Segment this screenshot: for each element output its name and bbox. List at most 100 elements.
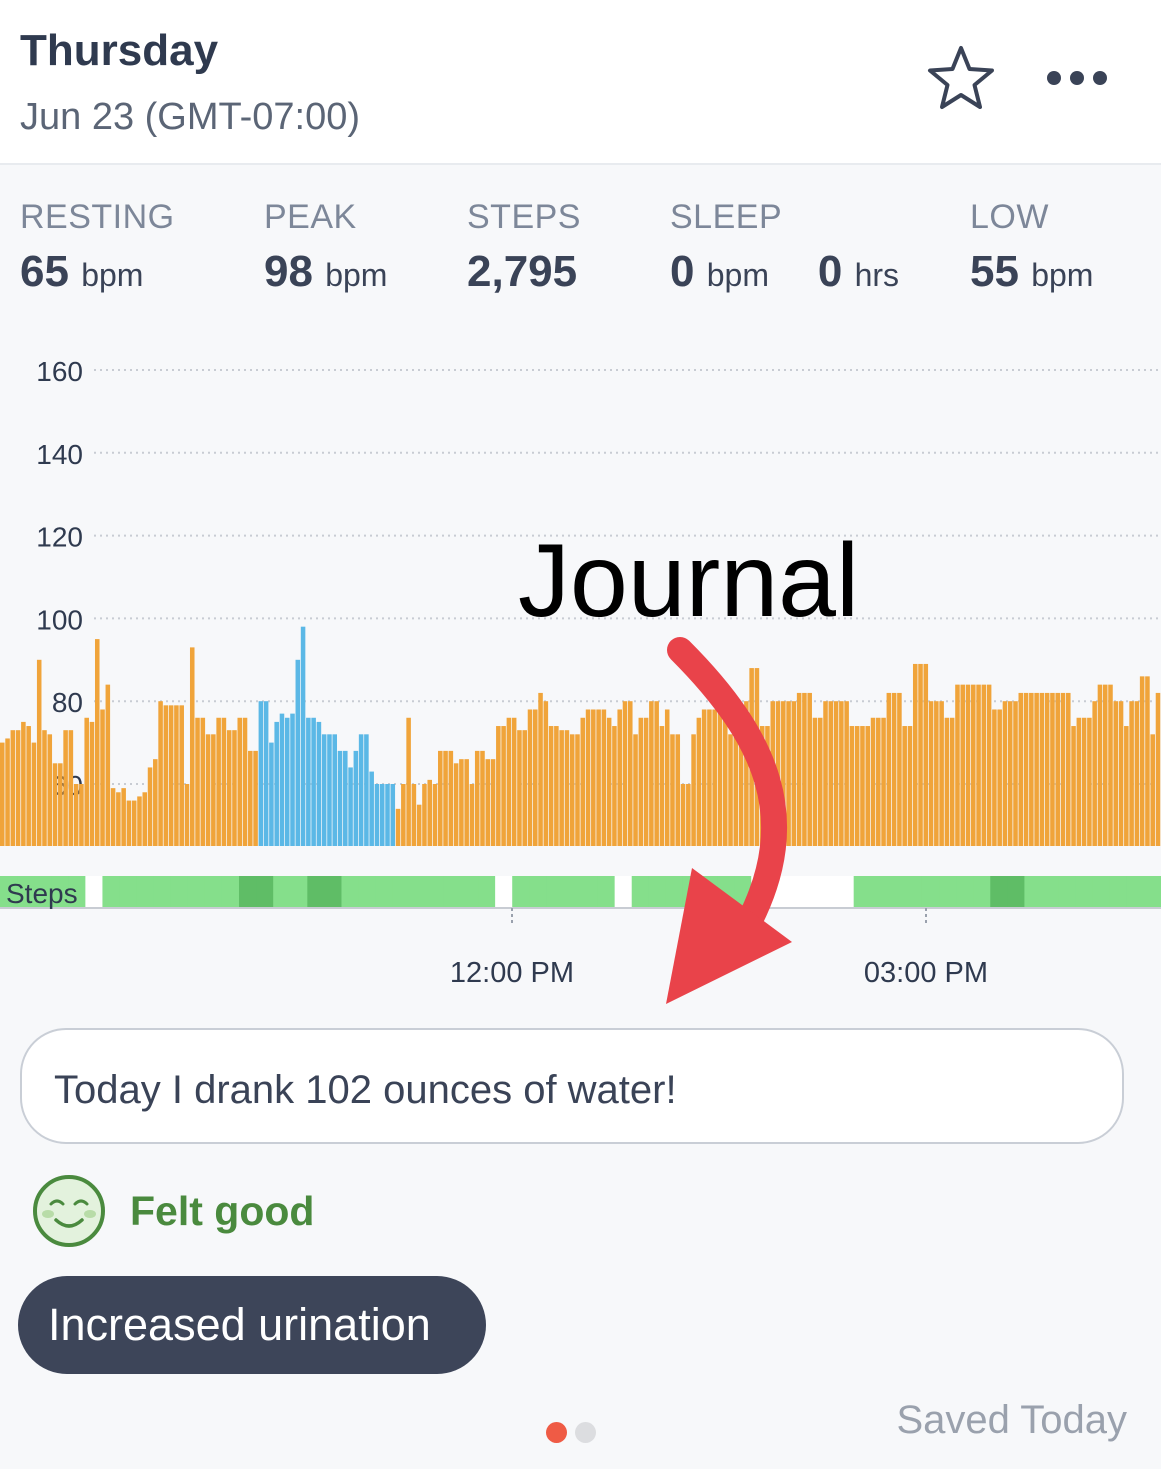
- stat-peak: PEAK 98 bpm: [264, 198, 387, 297]
- steps-cell: [34, 876, 52, 908]
- steps-cell: [819, 876, 838, 908]
- steps-cell: [478, 876, 496, 908]
- date-subtitle: Jun 23 (GMT-07:00): [20, 96, 361, 138]
- favorite-button[interactable]: [926, 44, 996, 114]
- heart-rate-bar: [131, 800, 137, 846]
- steps-cell: [256, 876, 274, 908]
- heart-rate-bar: [1081, 717, 1087, 846]
- steps-cell: [597, 876, 616, 908]
- smiling-face-icon: [33, 1175, 105, 1247]
- steps-cell: [119, 876, 138, 908]
- heart-rate-bar: [1076, 717, 1082, 846]
- more-options-button[interactable]: [1044, 60, 1110, 96]
- heart-rate-bar: [707, 709, 712, 846]
- symptom-tag[interactable]: Increased urination: [18, 1276, 486, 1374]
- heart-rate-bar: [527, 709, 533, 846]
- heart-rate-bar: [321, 734, 327, 846]
- heart-rate-bar: [828, 701, 834, 846]
- heart-rate-bar: [617, 709, 622, 846]
- stat-label: LOW: [970, 198, 1049, 236]
- heart-rate-bar: [358, 734, 364, 846]
- heart-rate-bar: [601, 709, 607, 846]
- heart-rate-bar: [1139, 676, 1145, 846]
- steps-cell: [153, 876, 172, 908]
- heart-rate-bar: [474, 750, 480, 846]
- steps-cell: [1092, 876, 1111, 908]
- heart-rate-bar: [1150, 734, 1155, 846]
- heart-rate-bar: [997, 709, 1002, 846]
- heart-rate-bar: [876, 717, 881, 846]
- heart-rate-bar: [184, 784, 190, 846]
- heart-rate-bar: [992, 709, 997, 846]
- stat-value: 98 bpm: [264, 247, 388, 296]
- heart-rate-bar: [1013, 701, 1018, 846]
- steps-cell: [631, 876, 650, 908]
- steps-cell: [358, 876, 377, 908]
- heart-rate-bar: [343, 750, 348, 846]
- steps-cell: [495, 876, 513, 908]
- heart-rate-bar: [955, 684, 960, 846]
- heart-rate-bar: [369, 771, 374, 846]
- heart-rate-bar: [522, 730, 527, 846]
- steps-cell: [512, 876, 530, 908]
- heart-rate-bar: [353, 750, 359, 846]
- steps-cell: [665, 876, 684, 908]
- heart-rate-bar: [949, 717, 955, 846]
- heart-rate-bar: [284, 717, 290, 846]
- heart-rate-bar: [163, 705, 169, 846]
- heart-rate-bar: [469, 784, 475, 846]
- journal-entry-text: Today I drank 102 ounces of water!: [54, 1068, 677, 1112]
- heart-rate-bar: [364, 734, 369, 846]
- heart-rate-bar: [174, 705, 179, 846]
- heart-rate-bar: [10, 730, 16, 846]
- heart-rate-bar: [63, 730, 68, 846]
- heart-rate-bar: [379, 784, 385, 846]
- heart-rate-bar: [870, 717, 876, 846]
- steps-cell: [375, 876, 394, 908]
- heart-rate-bar: [886, 692, 892, 846]
- page-dot[interactable]: [575, 1422, 597, 1443]
- stat-value: 0 bpm 0 hrs: [670, 247, 900, 296]
- heart-rate-bar: [89, 721, 95, 846]
- heart-rate-bar: [42, 730, 47, 846]
- heart-rate-bar: [501, 726, 506, 846]
- heart-rate-bar: [1050, 692, 1055, 846]
- page-dot-active[interactable]: [546, 1422, 567, 1443]
- stat-value: 55 bpm: [970, 247, 1094, 296]
- heart-rate-bar: [26, 726, 31, 846]
- steps-cell: [1024, 876, 1042, 908]
- heart-rate-bar: [712, 709, 717, 846]
- heart-rate-bar: [738, 717, 744, 846]
- steps-cell: [870, 876, 889, 908]
- heart-rate-bar: [327, 734, 332, 846]
- heart-rate-bar: [786, 701, 791, 846]
- steps-cell: [68, 876, 86, 908]
- heart-rate-bar: [79, 784, 84, 846]
- heart-rate-bar: [506, 717, 512, 846]
- heart-rate-bar: [1039, 692, 1045, 846]
- journal-entry-field[interactable]: Today I drank 102 ounces of water!: [20, 1028, 1124, 1144]
- heart-rate-bar: [459, 759, 464, 846]
- steps-cell: [1041, 876, 1060, 908]
- steps-cell: [563, 876, 581, 908]
- heart-rate-bar: [438, 750, 443, 846]
- steps-cell: [614, 876, 633, 908]
- steps-cell: [426, 876, 445, 908]
- heart-rate-bar: [385, 784, 390, 846]
- stat-value: 65 bpm: [20, 247, 144, 296]
- steps-cell: [580, 876, 599, 908]
- heart-rate-bar: [443, 750, 448, 846]
- heart-rate-bar: [659, 726, 665, 846]
- heart-rate-bar: [253, 750, 258, 846]
- heart-rate-bar: [971, 684, 976, 846]
- heart-rate-bar: [401, 784, 406, 846]
- heart-rate-bar: [110, 788, 116, 846]
- heart-rate-bar: [823, 701, 828, 846]
- page-indicator[interactable]: [546, 1422, 600, 1448]
- steps-cell: [887, 876, 906, 908]
- y-tick-label: 80: [52, 687, 83, 718]
- heart-rate-bar: [295, 659, 301, 846]
- heart-rate-bar: [126, 800, 132, 846]
- heart-rate-bar: [606, 717, 612, 846]
